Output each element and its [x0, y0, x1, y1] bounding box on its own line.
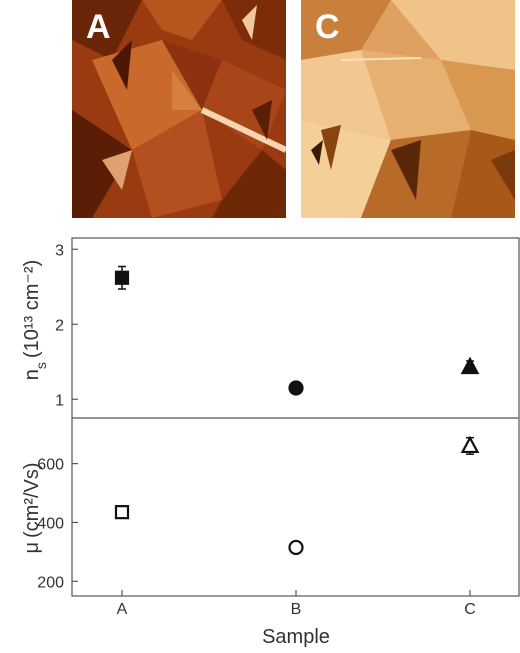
afm-texture-c [301, 0, 515, 218]
top-ylabel-sub: s [33, 362, 49, 369]
afm-texture-a [72, 0, 286, 218]
x-axis-label: Sample [262, 626, 330, 648]
top-marker-triangle-c [460, 356, 480, 375]
top-ytick-label-1: 2 [55, 317, 64, 334]
panel-label-c: C [315, 8, 340, 46]
top-marker-circle-b [288, 380, 304, 396]
afm-image-a: A [72, 0, 286, 218]
x-axis: A B C [117, 590, 476, 618]
bottom-ylabel-main: μ [21, 542, 43, 554]
xtick-label-c: C [464, 601, 476, 618]
bottom-ytick-label-2: 600 [37, 457, 64, 474]
top-point-c [460, 356, 480, 375]
bottom-point-a [114, 505, 130, 520]
bottom-ylabel-unit: (cm²/Vs) [21, 462, 43, 538]
bottom-point-c [460, 435, 480, 455]
carrier-density-plot: 1 2 3 [55, 242, 480, 409]
bottom-ytick-label-0: 200 [37, 574, 64, 591]
top-ylabel-unit: (10¹³ cm⁻²) [21, 260, 43, 358]
top-ytick-label-0: 1 [55, 392, 64, 409]
mobility-plot: 200 400 600 [37, 435, 480, 591]
bottom-ylabel: μ (cm²/Vs) [21, 462, 43, 553]
bottom-marker-square-a [114, 505, 130, 520]
bottom-marker-circle-b [288, 539, 304, 556]
top-ylabel-main: n [21, 369, 43, 380]
top-marker-square-a [114, 270, 130, 285]
top-point-a [114, 265, 130, 290]
xtick-label-a: A [117, 601, 128, 618]
panel-label-a: A [86, 8, 111, 46]
afm-image-c: C [301, 0, 515, 218]
bottom-point-b [288, 539, 304, 556]
bottom-ytick-label-1: 400 [37, 515, 64, 532]
bottom-marker-triangle-c [460, 435, 480, 454]
top-ytick-label-2: 3 [55, 242, 64, 259]
xtick-label-b: B [291, 601, 302, 618]
chart: 1 2 3 200 400 600 A B C ns (10¹³ cm⁻²) μ (cm²/Vs… [21, 237, 520, 648]
top-point-b [288, 380, 304, 396]
top-ylabel: ns (10¹³ cm⁻²) [21, 260, 49, 380]
